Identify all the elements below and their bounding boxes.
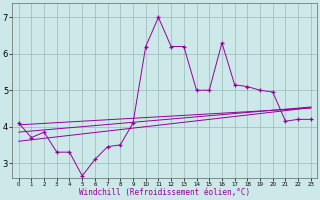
X-axis label: Windchill (Refroidissement éolien,°C): Windchill (Refroidissement éolien,°C) <box>79 188 250 197</box>
